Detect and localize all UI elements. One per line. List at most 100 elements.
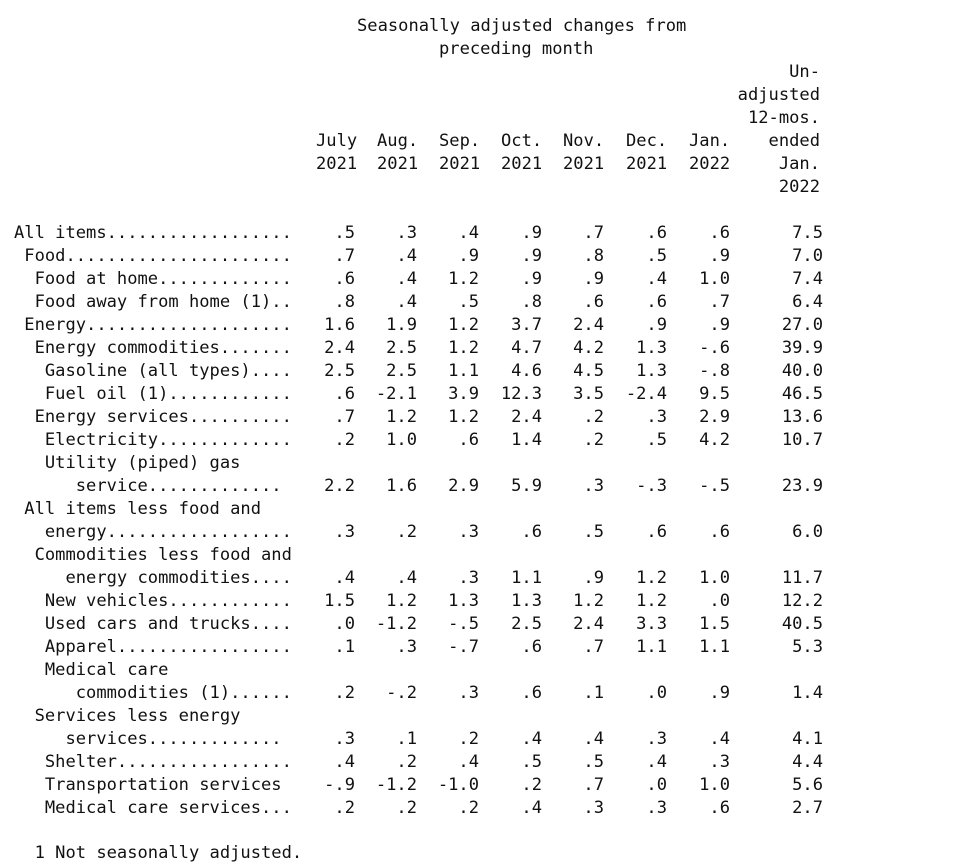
value-cell: 7.4 xyxy=(792,269,823,289)
value-cell: .5 xyxy=(458,292,479,312)
value-cell: .3 xyxy=(458,522,479,542)
value-cell: 1.4 xyxy=(511,430,542,450)
row-label: commodities (1)...... xyxy=(14,683,292,703)
value-cell: 2.4 xyxy=(573,614,604,634)
value-cell: .6 xyxy=(646,292,667,312)
value-cell: .9 xyxy=(583,568,604,588)
value-cell: 2.5 xyxy=(386,361,417,381)
value-cell: 23.9 xyxy=(781,476,823,496)
column-header-year: 2022 xyxy=(689,154,731,174)
value-cell: 1.0 xyxy=(699,775,730,795)
row-label: Fuel oil (1)............ xyxy=(14,384,292,404)
value-cell: .6 xyxy=(521,683,542,703)
value-cell: .7 xyxy=(334,246,355,266)
value-cell: 4.2 xyxy=(573,338,604,358)
group-title-line-1: Seasonally adjusted changes from xyxy=(357,16,687,36)
value-cell: 2.5 xyxy=(386,338,417,358)
row-label: Food away from home (1).. xyxy=(14,292,292,312)
value-cell: 2.4 xyxy=(511,407,542,427)
value-cell: .6 xyxy=(521,522,542,542)
value-cell: .7 xyxy=(334,407,355,427)
row-label: Apparel................. xyxy=(14,637,292,657)
value-cell: .2 xyxy=(396,798,417,818)
column-header-month: Oct. xyxy=(501,131,543,151)
row-label: All items less food and xyxy=(14,499,261,519)
value-cell: 1.6 xyxy=(324,315,355,335)
value-cell: .9 xyxy=(709,315,730,335)
column-header-month: Sep. xyxy=(439,131,481,151)
value-cell: 1.5 xyxy=(699,614,730,634)
footnote: 1 Not seasonally adjusted. xyxy=(14,843,303,863)
value-cell: 11.7 xyxy=(781,568,823,588)
value-cell: 4.7 xyxy=(511,338,542,358)
value-cell: 4.4 xyxy=(792,752,823,772)
value-cell: 3.5 xyxy=(573,384,604,404)
value-cell: -.5 xyxy=(448,614,479,634)
value-cell: .6 xyxy=(334,384,355,404)
value-cell: -.5 xyxy=(699,476,730,496)
value-cell: .3 xyxy=(458,683,479,703)
value-cell: 1.3 xyxy=(511,591,542,611)
value-cell: 2.7 xyxy=(792,798,823,818)
value-cell: 1.2 xyxy=(448,269,479,289)
row-label: energy commodities.... xyxy=(14,568,292,588)
value-cell: .7 xyxy=(583,637,604,657)
value-cell: -.8 xyxy=(699,361,730,381)
value-cell: .2 xyxy=(334,798,355,818)
value-cell: -.2 xyxy=(386,683,417,703)
value-cell: 1.5 xyxy=(324,591,355,611)
value-cell: .8 xyxy=(334,292,355,312)
value-cell: 1.9 xyxy=(386,315,417,335)
column-header-month: July xyxy=(316,131,358,151)
value-cell: 1.0 xyxy=(386,430,417,450)
value-cell: -1.2 xyxy=(375,614,417,634)
value-cell: .5 xyxy=(646,246,667,266)
column-header-month: Nov. xyxy=(563,131,605,151)
value-cell: .7 xyxy=(583,223,604,243)
value-cell: 1.2 xyxy=(448,407,479,427)
unadjusted-header-line: 2022 xyxy=(778,177,820,197)
value-cell: .5 xyxy=(334,223,355,243)
row-label: Commodities less food and xyxy=(14,545,292,565)
value-cell: 40.0 xyxy=(781,361,823,381)
value-cell: 1.0 xyxy=(699,269,730,289)
value-cell: 27.0 xyxy=(781,315,823,335)
value-cell: 40.5 xyxy=(781,614,823,634)
value-cell: 1.3 xyxy=(636,338,667,358)
value-cell: .6 xyxy=(646,223,667,243)
row-label: Transportation services xyxy=(14,775,282,795)
value-cell: 4.2 xyxy=(699,430,730,450)
value-cell: .9 xyxy=(709,246,730,266)
value-cell: 3.3 xyxy=(636,614,667,634)
column-header-year: 2021 xyxy=(316,154,358,174)
value-cell: .3 xyxy=(583,798,604,818)
value-cell: 2.9 xyxy=(699,407,730,427)
value-cell: 4.5 xyxy=(573,361,604,381)
row-label: Utility (piped) gas xyxy=(14,453,241,473)
row-label: Food...................... xyxy=(14,246,292,266)
value-cell: 1.3 xyxy=(448,591,479,611)
value-cell: .4 xyxy=(396,269,417,289)
row-label: Energy services.......... xyxy=(14,407,292,427)
value-cell: 6.0 xyxy=(792,522,823,542)
value-cell: .6 xyxy=(709,223,730,243)
unadjusted-header-line: adjusted xyxy=(737,85,820,105)
row-label: All items.................. xyxy=(14,223,292,243)
value-cell: .2 xyxy=(458,798,479,818)
value-cell: .4 xyxy=(458,752,479,772)
value-cell: .5 xyxy=(583,752,604,772)
value-cell: 1.1 xyxy=(636,637,667,657)
value-cell: .9 xyxy=(521,269,542,289)
value-cell: .9 xyxy=(521,223,542,243)
value-cell: .3 xyxy=(646,407,667,427)
value-cell: .9 xyxy=(646,315,667,335)
value-cell: 1.1 xyxy=(448,361,479,381)
value-cell: .4 xyxy=(396,246,417,266)
value-cell: .5 xyxy=(583,522,604,542)
value-cell: 4.1 xyxy=(792,729,823,749)
value-cell: -.3 xyxy=(636,476,667,496)
value-cell: 5.9 xyxy=(511,476,542,496)
value-cell: 1.6 xyxy=(386,476,417,496)
value-cell: .4 xyxy=(334,752,355,772)
value-cell: 1.2 xyxy=(573,591,604,611)
